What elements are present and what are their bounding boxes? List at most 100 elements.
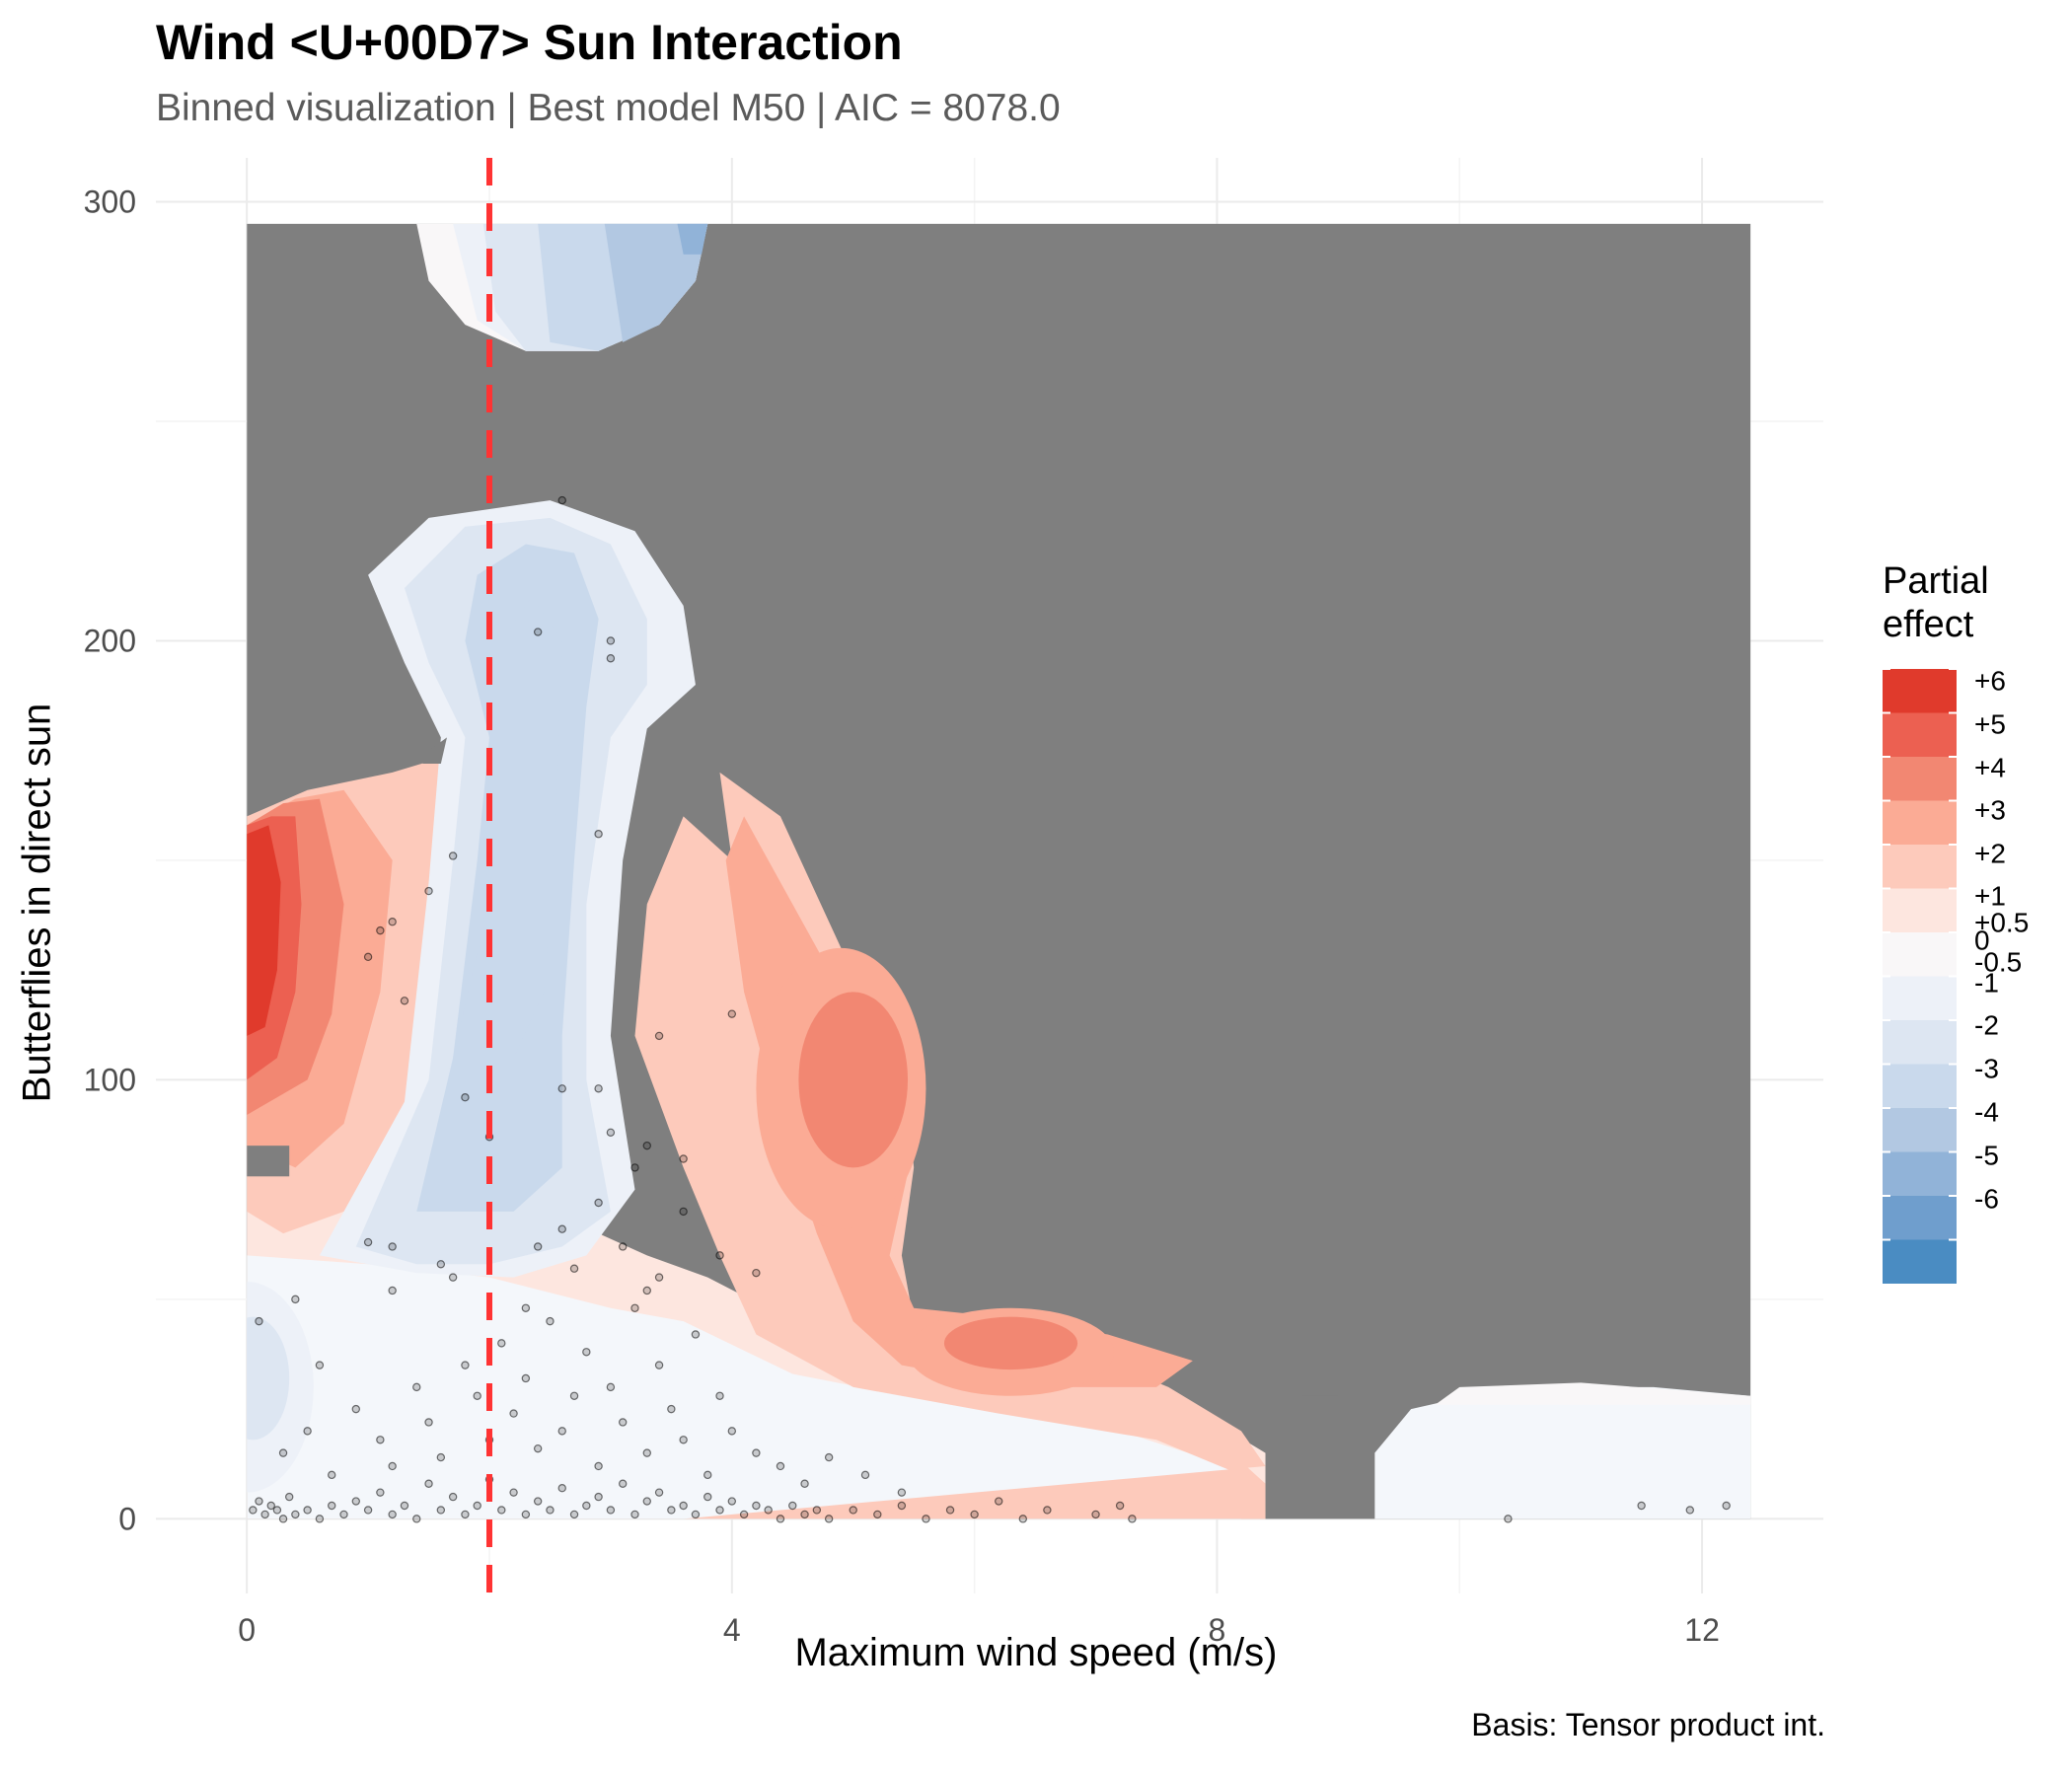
data-point: [1128, 1515, 1137, 1523]
data-point: [642, 1497, 651, 1506]
data-point: [557, 1224, 566, 1233]
legend-label: 0: [1974, 925, 1990, 955]
data-point: [278, 1515, 288, 1523]
y-axis-label: Butterflies in direct sun: [15, 703, 59, 1103]
data-point: [788, 1501, 797, 1511]
data-point: [1637, 1501, 1646, 1511]
data-point: [363, 1237, 373, 1247]
data-point: [824, 1452, 834, 1462]
legend-label: -0.5: [1974, 946, 2022, 977]
data-point: [448, 1273, 458, 1282]
contour-band-pos05: [1435, 1382, 1751, 1405]
data-point: [521, 1510, 531, 1519]
legend-swatch: [1883, 1108, 1957, 1152]
data-point: [461, 1093, 470, 1102]
legend-label: +6: [1974, 665, 2006, 696]
contour-band-zero: [247, 1255, 1242, 1519]
data-point: [922, 1515, 930, 1523]
data-point: [945, 1506, 955, 1515]
data-point: [691, 1330, 701, 1339]
data-point: [400, 997, 409, 1005]
data-point: [582, 1501, 591, 1511]
data-point: [339, 1510, 348, 1519]
data-point: [619, 1242, 628, 1251]
data-point: [1115, 1501, 1125, 1511]
surface-layer: [247, 223, 1751, 1519]
data-point: [278, 1448, 288, 1457]
data-point: [436, 1506, 446, 1515]
data-point: [569, 1510, 579, 1519]
contour-band-neg1: [247, 1316, 290, 1441]
legend-label: +0.5: [1974, 907, 2029, 937]
data-point: [473, 1501, 481, 1511]
data-point: [557, 1084, 566, 1093]
legend-label: +4: [1974, 752, 2006, 782]
data-point: [328, 1501, 336, 1511]
data-point: [1722, 1501, 1731, 1511]
data-point: [619, 1418, 628, 1427]
data-point: [412, 1382, 421, 1392]
contour-band-neg2: [453, 596, 562, 1059]
data-point: [509, 1409, 518, 1418]
data-point: [715, 1251, 724, 1260]
data-point: [569, 1391, 579, 1400]
data-point: [509, 1488, 518, 1497]
contour-band-neg4: [677, 223, 708, 255]
data-point: [727, 1427, 737, 1436]
data-point: [249, 1506, 258, 1515]
data-point: [497, 1506, 506, 1515]
data-point: [303, 1506, 312, 1515]
data-point: [642, 1141, 651, 1150]
contour-band-pos6: [247, 825, 281, 1036]
data-point: [388, 1242, 397, 1251]
chart-title: Wind <U+00D7> Sun Interaction: [156, 15, 903, 70]
data-point: [594, 1492, 603, 1502]
data-point: [546, 1316, 555, 1326]
data-point: [388, 1286, 397, 1295]
data-point: [533, 628, 543, 636]
contour-band-pos3: [725, 816, 1193, 1387]
data-point: [497, 1339, 506, 1348]
x-tick-label: 12: [1684, 1612, 1720, 1648]
data-point: [448, 851, 458, 860]
chart-subtitle: Binned visualization | Best model M50 | …: [156, 87, 1061, 129]
data-point: [897, 1501, 907, 1511]
data-point: [812, 1506, 822, 1515]
data-point: [667, 1506, 676, 1515]
data-point: [654, 1488, 664, 1497]
data-point: [594, 1084, 603, 1093]
y-tick-label: 100: [84, 1062, 136, 1097]
legend-label: +3: [1974, 794, 2006, 825]
data-point: [703, 1492, 712, 1502]
data-point: [400, 1501, 409, 1511]
data-point: [1685, 1506, 1695, 1515]
contour-band-pos2: [634, 816, 1266, 1519]
data-point: [679, 1501, 688, 1511]
data-point: [594, 830, 603, 839]
points-layer: [249, 495, 1731, 1523]
data-point: [557, 1484, 566, 1493]
data-point: [667, 1404, 676, 1414]
data-point: [849, 1506, 857, 1515]
y-axis-ticks: 0 100 200 300: [84, 184, 136, 1536]
legend-label: -6: [1974, 1183, 1999, 1214]
legend: +6 +5 +4 +3 +2 +1+0.50-0.5-1 -2 -3 -4 -5 -6: [1883, 665, 2029, 1284]
data-point: [424, 1479, 433, 1488]
contour-band-pos4: [798, 992, 909, 1168]
legend-swatch: [1883, 932, 1957, 977]
data-point: [606, 1506, 616, 1515]
legend-label: -2: [1974, 1009, 1999, 1040]
data-point: [448, 1492, 458, 1502]
data-point: [436, 1260, 446, 1269]
data-point: [715, 1506, 724, 1515]
masked-region: [247, 1146, 290, 1177]
legend-label: +1: [1974, 880, 2006, 911]
data-point: [703, 1470, 712, 1480]
data-point: [739, 1510, 749, 1519]
data-point: [897, 1488, 907, 1497]
data-point: [351, 1497, 360, 1506]
data-point: [727, 1009, 737, 1018]
data-point: [388, 918, 397, 926]
data-point: [752, 1501, 761, 1511]
